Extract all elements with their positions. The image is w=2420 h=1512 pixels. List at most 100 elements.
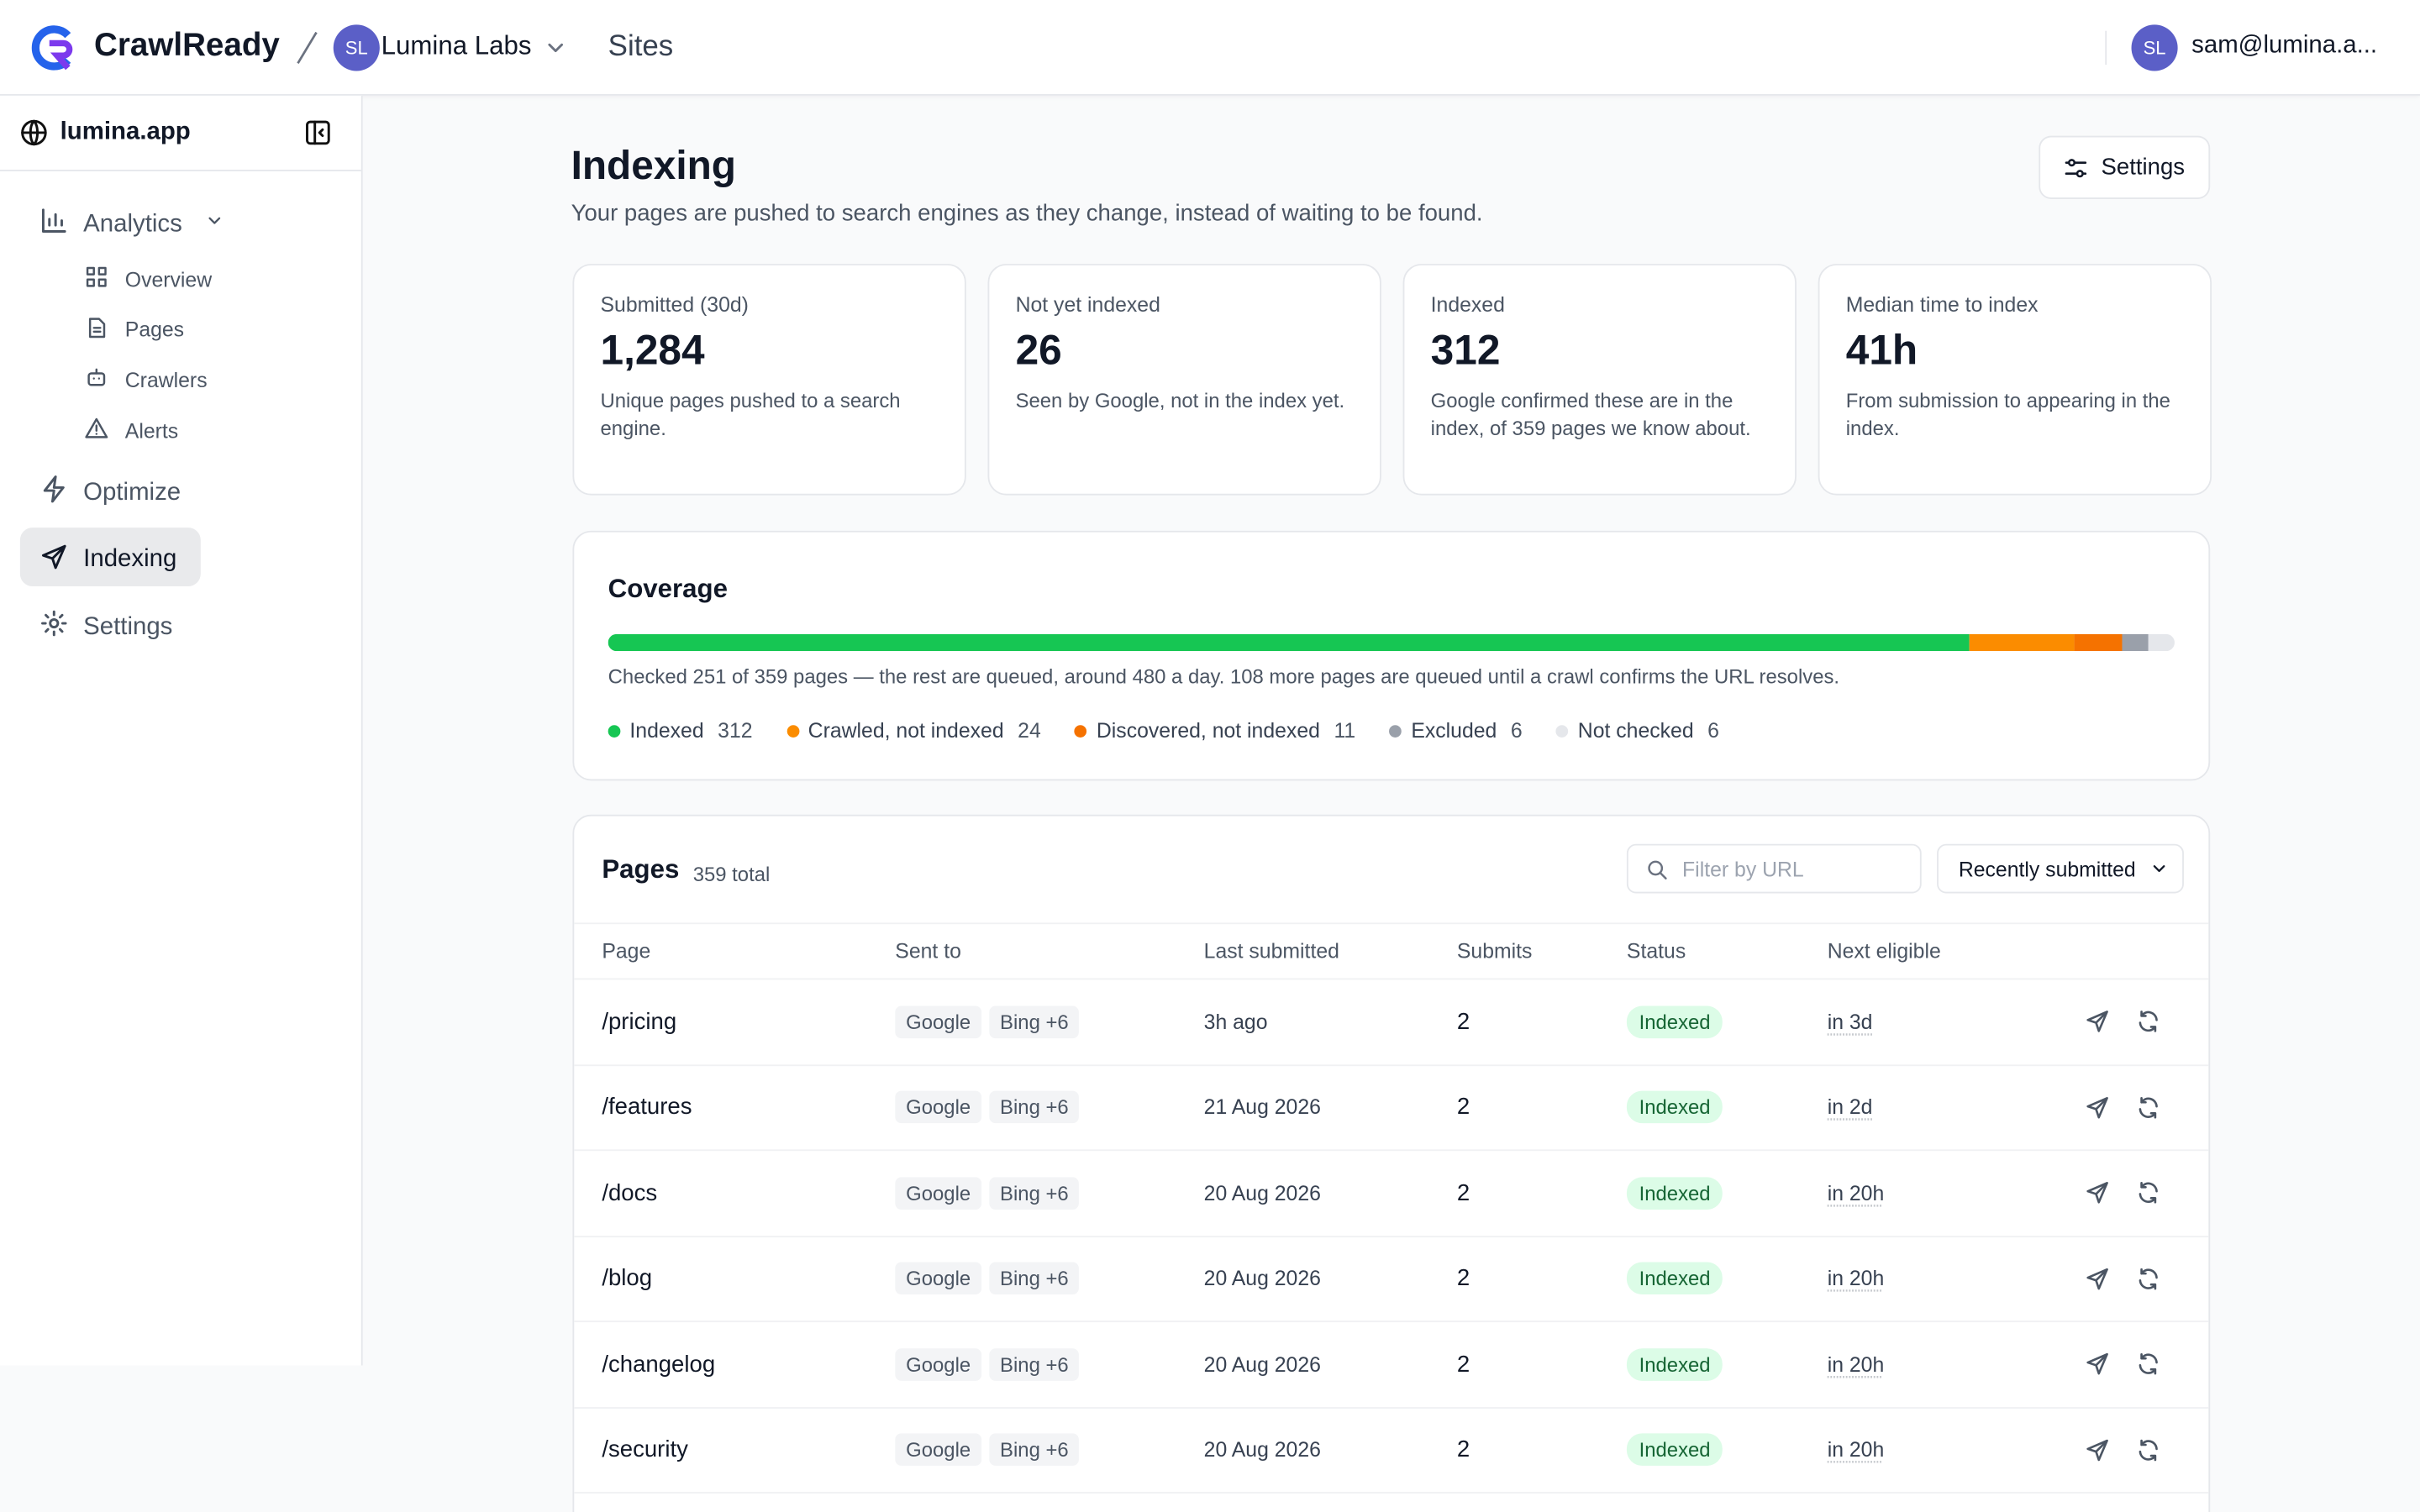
actions [2085, 1010, 2208, 1034]
nav-label: Pages [124, 318, 185, 342]
nav-item[interactable]: Settings [40, 610, 173, 645]
user-avatar[interactable]: SL [2131, 24, 2178, 71]
recheck-button[interactable] [2136, 1267, 2160, 1291]
legend-label: Discovered, not indexed [1096, 718, 1320, 743]
stat-card: Median time to index 41h From submission t… [1818, 264, 2212, 496]
legend: Indexed 312 Crawled, not indexed 24 Discover… [608, 718, 2175, 743]
nav-label: Settings [83, 613, 173, 640]
nav-icon [40, 207, 68, 242]
nav-label: Indexing [83, 546, 177, 573]
settings-icon [2064, 155, 2088, 180]
nav-subitem[interactable]: Pages [85, 316, 184, 344]
legend-label: Excluded [1411, 718, 1497, 743]
nav-icon [85, 316, 108, 344]
stat-value: 312 [1430, 327, 1501, 374]
column-header: Submits [1456, 939, 1533, 963]
column-header: Next eligible [1827, 939, 1941, 963]
legend-label: Crawled, not indexed [808, 718, 1004, 743]
section[interactable]: Sites [608, 30, 674, 64]
table-row[interactable]: /changelog Google Bing +6 20 Aug 2026 2 Index… [574, 1322, 2209, 1409]
nav-label: Alerts [124, 418, 179, 443]
resubmit-button[interactable] [2085, 1352, 2109, 1376]
last-submitted: 20 Aug 2026 [1203, 1181, 1321, 1205]
resubmit-button[interactable] [2085, 1267, 2109, 1291]
sidebar: lumina.app Analytics Overview Pages Crawler… [0, 95, 363, 1366]
chevron [204, 210, 226, 239]
next-eligible: in 20h [1827, 1352, 1885, 1376]
actions [2085, 1437, 2208, 1462]
recheck-button[interactable] [2136, 1352, 2160, 1376]
collapse-icon[interactable] [304, 118, 332, 146]
sort-select[interactable]: Recently submitted [1937, 843, 2184, 894]
recheck-button[interactable] [2136, 1095, 2160, 1120]
nav-icon [40, 475, 68, 511]
page-path: /pricing [602, 1008, 677, 1035]
legend-value: 6 [1510, 718, 1523, 743]
stat-value: 26 [1015, 327, 1062, 374]
nav-item[interactable]: Analytics [40, 207, 225, 242]
page-path: /features [602, 1094, 692, 1121]
nav-subitem[interactable]: Overview [85, 265, 212, 293]
status-badge: Indexed [1626, 1433, 1723, 1467]
recheck-button[interactable] [2136, 1181, 2160, 1205]
legend-label: Indexed [629, 718, 704, 743]
recheck-button[interactable] [2136, 1010, 2160, 1034]
table-row[interactable]: /docs Google Bing +6 20 Aug 2026 2 Indexed in … [574, 1151, 2209, 1237]
logo [31, 25, 73, 71]
select-label: Recently submitted [1958, 857, 2136, 880]
nav-subitem[interactable]: Alerts [85, 417, 178, 444]
resubmit-button[interactable] [2085, 1095, 2109, 1120]
sent-to: Google Bing +6 [895, 1005, 1203, 1038]
org-name[interactable]: Lumina Labs [381, 30, 532, 60]
status-badge: Indexed [1626, 1347, 1723, 1381]
table-row[interactable]: /pricing Google Bing +6 3h ago 2 Indexed in 3d [574, 979, 2209, 1066]
table-row[interactable]: /security Google Bing +6 20 Aug 2026 2 Indexe… [574, 1408, 2209, 1494]
sent-to: Google Bing +6 [895, 1433, 1203, 1467]
resubmit-button[interactable] [2085, 1010, 2109, 1034]
resubmit-button[interactable] [2085, 1181, 2109, 1205]
submits: 2 [1456, 1351, 1470, 1378]
engine-tag: Bing +6 [989, 1262, 1080, 1295]
last-submitted: 20 Aug 2026 [1203, 1267, 1321, 1290]
last-submitted: 20 Aug 2026 [1203, 1352, 1321, 1376]
table-row[interactable]: /features Google Bing +6 21 Aug 2026 2 Indexe… [574, 1065, 2209, 1152]
stat-card: Submitted (30d) 1,284 Unique pages pushed … [572, 264, 966, 496]
next-eligible: in 20h [1827, 1267, 1885, 1290]
nav-icon [40, 543, 68, 578]
nav-item[interactable]: Indexing [40, 543, 177, 578]
nav-icon [85, 366, 108, 394]
legend-value: 6 [1707, 718, 1719, 743]
nav-icon [85, 417, 108, 444]
page-title: Indexing [571, 141, 736, 189]
resubmit-button[interactable] [2085, 1437, 2109, 1462]
legend-dot [1556, 724, 1569, 738]
last-submitted: 20 Aug 2026 [1203, 1438, 1321, 1462]
stat-card: Indexed 312 Google confirmed these are in … [1402, 264, 1797, 496]
user-email[interactable]: sam@lumina.a... [2191, 32, 2378, 59]
globe-icon [21, 119, 47, 146]
legend-value: 312 [718, 718, 753, 743]
submits: 2 [1456, 1265, 1470, 1292]
stat-card: Not yet indexed 26 Seen by Google, not in … [987, 264, 1381, 496]
engine-tag: Google [895, 1262, 982, 1295]
recheck-button[interactable] [2136, 1437, 2160, 1462]
stat-value: 1,284 [600, 327, 705, 374]
legend-label: Not checked [1577, 718, 1694, 743]
nav-icon [85, 265, 108, 293]
nav-item[interactable]: Optimize [40, 475, 181, 511]
legend-item: Discovered, not indexed 11 [1075, 718, 1356, 743]
site-name[interactable]: lumina.app [60, 118, 191, 145]
stat-label: Indexed [1430, 292, 1505, 317]
nav-subitem[interactable]: Crawlers [85, 366, 208, 394]
org-avatar[interactable]: SL [333, 24, 380, 71]
column-header-row: Page Sent to Last submitted Submits Status Ne… [574, 924, 2209, 980]
filter-input[interactable]: Filter by URL [1626, 843, 1922, 894]
table-row[interactable]: /blog Google Bing +6 20 Aug 2026 2 Indexed in … [574, 1236, 2209, 1323]
brand: CrawlReady [94, 28, 280, 64]
settings-button[interactable]: Settings [2039, 135, 2211, 199]
legend-value: 11 [1334, 718, 1356, 743]
chevron [548, 43, 564, 53]
bar-segment [2148, 633, 2175, 652]
divider [2105, 30, 2107, 66]
status-badge: Indexed [1626, 1005, 1723, 1038]
